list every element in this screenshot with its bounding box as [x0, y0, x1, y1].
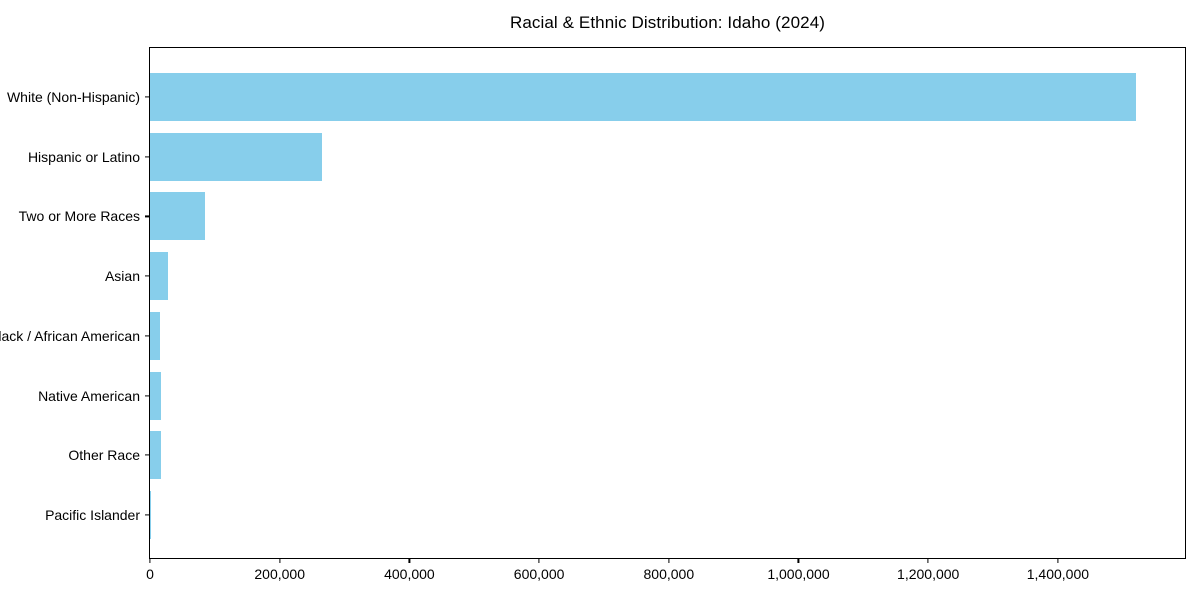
bar-asian	[150, 252, 169, 301]
chart-title: Racial & Ethnic Distribution: Idaho (202…	[509, 13, 826, 32]
bar-other-race	[150, 431, 161, 480]
x-tick-mark	[538, 558, 540, 563]
y-tick-label-native-american: Native American	[38, 387, 140, 404]
x-tick-mark	[668, 558, 670, 563]
y-tick-mark	[145, 215, 150, 217]
y-tick-mark	[145, 335, 150, 337]
x-tick-mark	[797, 558, 800, 563]
plot-area: White (Non-Hispanic) Hispanic or Latino Tw…	[0, 47, 1186, 581]
y-tick-mark	[145, 156, 150, 158]
x-tick-mark	[1057, 558, 1059, 563]
x-tick-label: 1,000,000	[767, 566, 830, 582]
y-tick-label-white-non-hispanic: White (Non-Hispanic)	[6, 89, 140, 105]
x-tick-mark	[149, 558, 151, 563]
y-tick-mark	[145, 514, 150, 516]
y-tick-mark	[145, 394, 150, 397]
y-tick-label-other-race: Other Race	[68, 447, 140, 464]
x-tick-label: 0	[146, 566, 154, 582]
bar-two-or-more-races	[150, 192, 206, 241]
y-tick-label-black-african-american: Black / African American	[0, 327, 140, 344]
y-tick-label-asian: Asian	[104, 268, 140, 285]
y-tick-label-two-or-more-races: Two or More Races	[18, 208, 140, 225]
x-tick-label: 200,000	[254, 566, 305, 582]
x-tick-label: 400,000	[384, 566, 435, 582]
x-tick-label: 1,200,000	[897, 566, 960, 582]
bar-white-non-hispanic	[150, 73, 1136, 121]
y-tick-label-hispanic-or-latino: Hispanic or Latino	[27, 148, 140, 165]
bar-pacific-islander	[150, 490, 152, 539]
y-tick-mark	[145, 454, 150, 456]
x-tick-mark	[927, 558, 929, 563]
x-tick-mark	[279, 558, 281, 563]
x-tick-label: 800,000	[643, 566, 695, 582]
x-tick-label: 1,400,000	[1026, 566, 1090, 582]
x-tick-mark	[408, 558, 410, 563]
y-tick-mark	[145, 275, 150, 277]
bar-native-american	[150, 371, 161, 420]
y-tick-label-pacific-islander: Pacific Islander	[45, 506, 140, 523]
x-tick-label: 600,000	[513, 566, 565, 582]
bar-hispanic-or-latino	[150, 132, 322, 181]
bar-black-african-american	[150, 311, 161, 360]
y-tick-mark	[145, 96, 150, 98]
